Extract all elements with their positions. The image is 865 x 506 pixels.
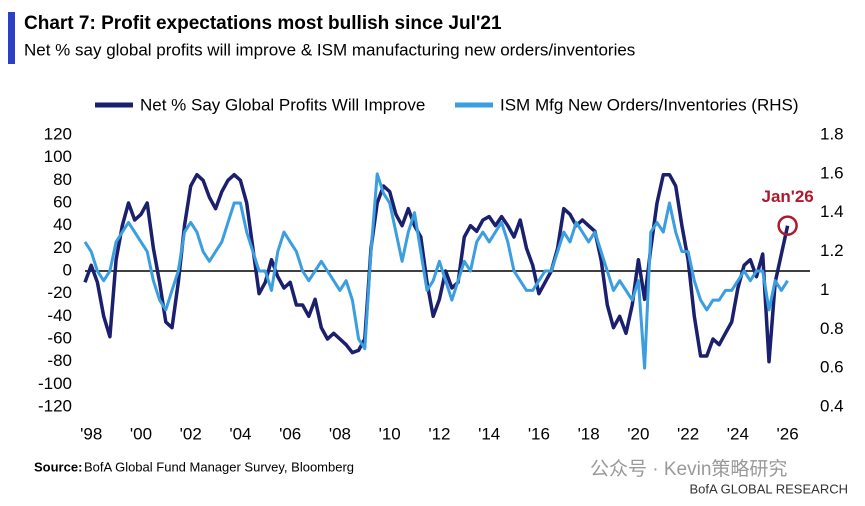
y-tick-label: 120 xyxy=(44,124,72,143)
chart-title: Chart 7: Profit expectations most bullis… xyxy=(24,13,502,34)
annotation: Jan'26 xyxy=(761,187,813,206)
series-line xyxy=(83,172,789,370)
brand: BofA GLOBAL RESEARCH xyxy=(690,481,848,496)
source-label: Source: xyxy=(34,459,82,474)
x-tick-label: '14 xyxy=(478,424,500,443)
x-tick-label: '18 xyxy=(578,424,600,443)
y2-tick-label: 1.8 xyxy=(820,124,844,143)
x-tick-label: '06 xyxy=(279,424,301,443)
y2-tick-label: 1.6 xyxy=(820,163,844,182)
title-bar xyxy=(8,12,15,64)
y-tick-label: 0 xyxy=(63,260,72,279)
legend-label: ISM Mfg New Orders/Inventories (RHS) xyxy=(500,95,799,114)
y2-tick-label: 1.2 xyxy=(820,241,844,260)
y-tick-label: 60 xyxy=(53,192,72,211)
watermark: 公众号 · Kevin策略研究 xyxy=(590,458,787,480)
y-tick-label: 40 xyxy=(53,215,72,234)
x-tick-label: '10 xyxy=(379,424,401,443)
series-line xyxy=(83,172,790,364)
x-tick-label: '26 xyxy=(777,424,799,443)
x-tick-label: '20 xyxy=(627,424,649,443)
x-tick-label: '24 xyxy=(727,424,749,443)
annotation-circle xyxy=(777,215,798,236)
y2-tick-label: 1.4 xyxy=(820,202,844,221)
y-tick-label: 20 xyxy=(53,238,72,257)
y2-tick-label: 0.6 xyxy=(820,358,844,377)
y-tick-label: -100 xyxy=(38,374,72,393)
x-tick-label: '02 xyxy=(180,424,202,443)
legend-label: Net % Say Global Profits Will Improve xyxy=(140,95,425,114)
y2-tick-label: 0.4 xyxy=(820,396,844,415)
x-tick-label: '22 xyxy=(677,424,699,443)
y-tick-label: -80 xyxy=(47,351,72,370)
y-tick-label: -20 xyxy=(47,283,72,302)
x-tick-label: '98 xyxy=(80,424,102,443)
y-tick-label: -120 xyxy=(38,396,72,415)
y-tick-label: -40 xyxy=(47,306,72,325)
y2-tick-label: 1 xyxy=(820,280,829,299)
source-text: BofA Global Fund Manager Survey, Bloombe… xyxy=(84,459,354,474)
y-tick-label: -60 xyxy=(47,328,72,347)
x-tick-label: '08 xyxy=(329,424,351,443)
chart-subtitle: Net % say global profits will improve & … xyxy=(24,40,635,59)
y-tick-label: 80 xyxy=(53,170,72,189)
x-tick-label: '16 xyxy=(528,424,550,443)
y2-tick-label: 0.8 xyxy=(820,319,844,338)
x-tick-label: '04 xyxy=(229,424,251,443)
x-tick-label: '12 xyxy=(428,424,450,443)
x-tick-label: '00 xyxy=(130,424,152,443)
y-tick-label: 100 xyxy=(44,147,72,166)
